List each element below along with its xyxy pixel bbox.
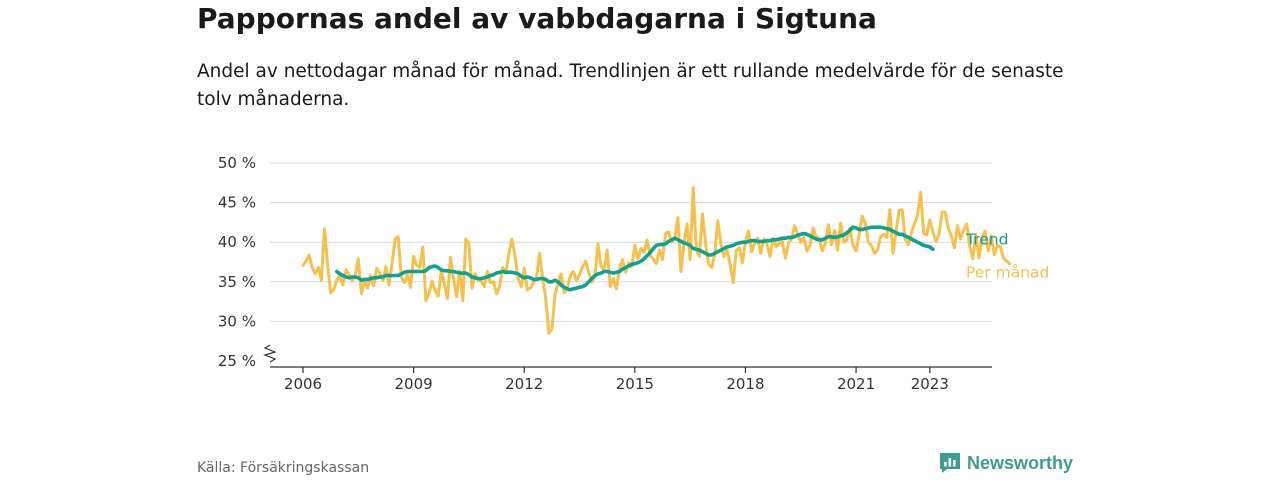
series [301, 186, 1012, 335]
chart-subtitle: Andel av nettodagar månad för månad. Tre… [197, 61, 1064, 110]
y-tick-label: 40 % [218, 233, 256, 251]
chart-title: Pappornas andel av vabbdagarna i Sigtuna [197, 2, 877, 35]
y-tick-label: 50 % [218, 154, 256, 172]
x-tick-label: 2023 [911, 375, 949, 393]
x-tick-label: 2009 [395, 375, 433, 393]
series-label-per-manad: Per månad [966, 264, 1049, 282]
x-tick-label: 2012 [505, 375, 543, 393]
series-label-trend: Trend [965, 230, 1008, 248]
y-tick-label: 25 % [218, 352, 256, 370]
trend-series-line [335, 225, 935, 292]
x-tick-label: 2015 [616, 375, 654, 393]
brand-name: Newsworthy [967, 452, 1074, 473]
x-tick-label: 2021 [837, 375, 875, 393]
x-tick-label: 2018 [726, 375, 764, 393]
monthly-series-line [301, 186, 1012, 335]
y-tick-label: 45 % [218, 194, 256, 212]
y-tick-label: 30 % [218, 312, 256, 330]
series-labels: Per månad Trend [965, 230, 1049, 281]
source-note: Källa: Försäkringskassan [197, 460, 370, 476]
x-tick-label: 2006 [284, 375, 322, 393]
gridlines [270, 162, 992, 322]
y-tick-label: 35 % [218, 273, 256, 291]
axis-break-icon [263, 344, 277, 363]
axes: 25 % 30 % 35 % 40 % 45 % 50 % 2006 2009 2012 2015… [218, 154, 992, 393]
brand: Newsworthy [939, 452, 1073, 474]
newsworthy-logo-icon [940, 453, 960, 473]
